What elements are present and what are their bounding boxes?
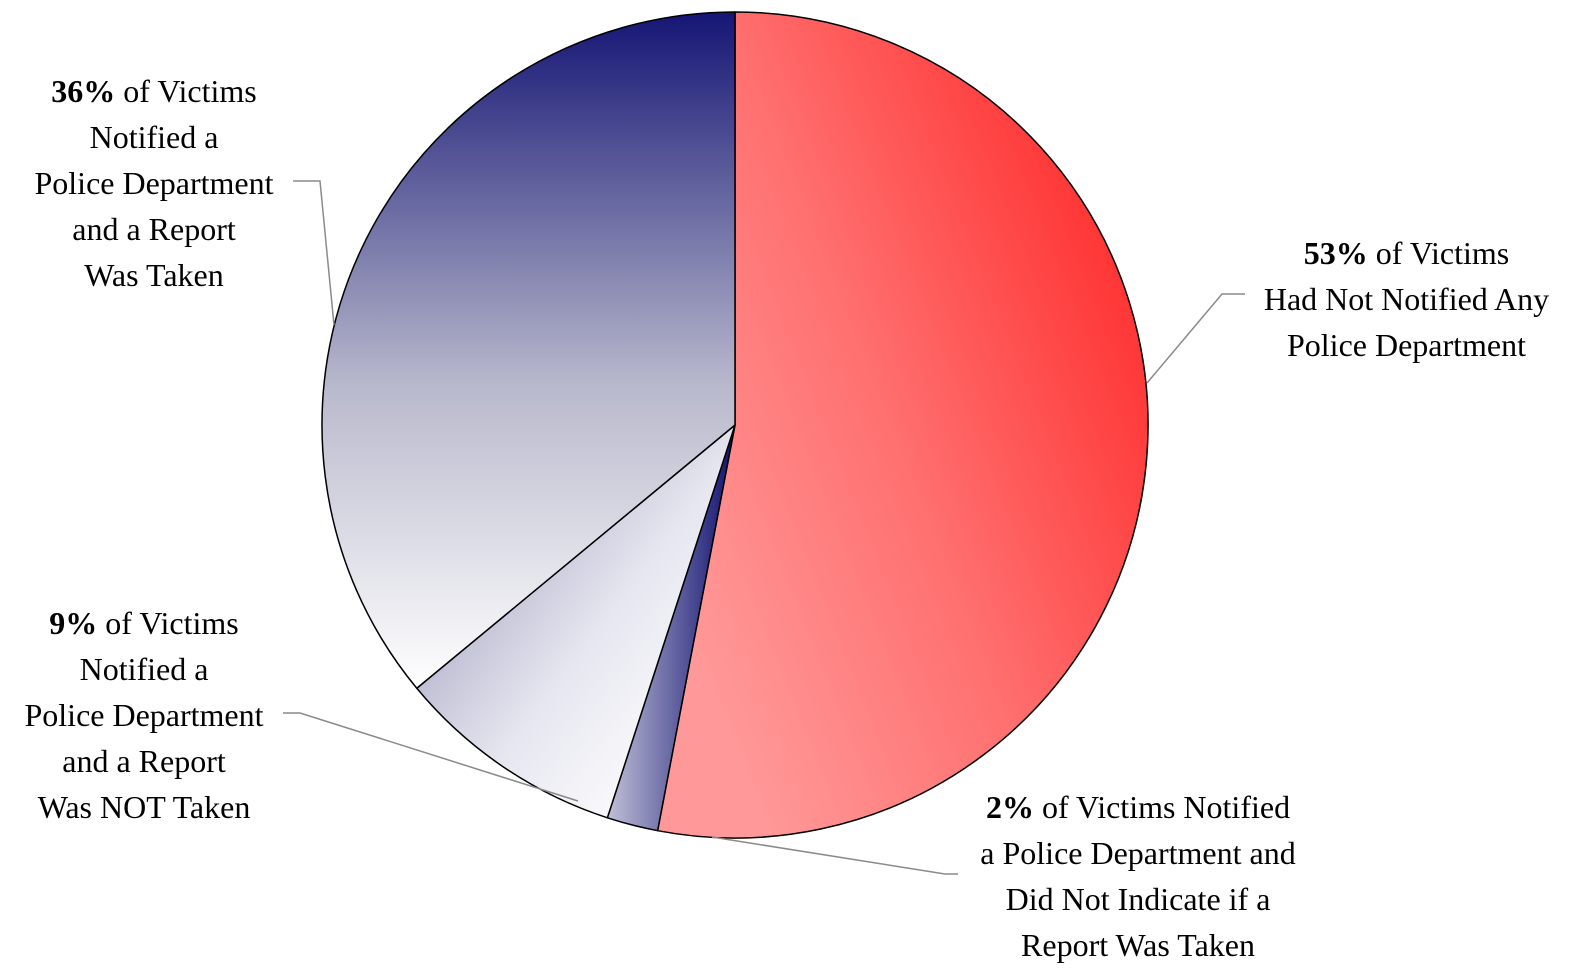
label-report-not-taken-line-5: Was NOT Taken	[37, 789, 251, 825]
leader-line-53	[1146, 293, 1245, 384]
label-report-not-taken-line-1: of Victims	[97, 605, 239, 641]
slice-report-not-taken	[416, 424, 736, 819]
leader-line-2	[711, 836, 958, 875]
label-report-not-taken-percent: 9%	[49, 605, 98, 641]
slice-report-taken	[321, 11, 736, 690]
label-no-indication-percent: 2%	[985, 789, 1034, 825]
leader-line-36	[293, 180, 335, 326]
leader-line-9	[283, 712, 579, 802]
label-report-taken-line-5: Was Taken	[84, 257, 224, 293]
label-report-not-taken-line-2: Notified a	[79, 651, 209, 687]
label-report-taken-line-4: and a Report	[72, 211, 236, 247]
label-no-indication: 2% of Victims Notified a Police Departme…	[958, 784, 1318, 968]
label-no-indication-line-3: Did Not Indicate if a	[1005, 881, 1271, 917]
label-report-taken-percent: 36%	[51, 73, 116, 109]
label-no-indication-line-1: of Victims Notified	[1033, 789, 1291, 825]
label-not-notified-line-3: Police Department	[1286, 327, 1527, 363]
label-report-taken-line-2: Notified a	[89, 119, 219, 155]
slice-not-notified	[656, 11, 1149, 839]
label-report-taken: 36% of Victims Notified a Police Departm…	[16, 68, 292, 298]
label-report-not-taken-line-4: and a Report	[62, 743, 226, 779]
label-not-notified: 53% of Victims Had Not Notified Any Poli…	[1244, 230, 1569, 368]
label-no-indication-line-4: Report Was Taken	[1021, 927, 1255, 963]
label-not-notified-line-2: Had Not Notified Any	[1263, 281, 1550, 317]
label-not-notified-line-1: of Victims	[1367, 235, 1510, 271]
label-report-not-taken-line-3: Police Department	[24, 697, 264, 733]
label-report-taken-line-3: Police Department	[34, 165, 274, 201]
label-no-indication-line-2: a Police Department and	[980, 835, 1296, 871]
label-not-notified-percent: 53%	[1303, 235, 1368, 271]
label-report-not-taken: 9% of Victims Notified a Police Departme…	[6, 600, 282, 830]
label-report-taken-line-1: of Victims	[115, 73, 257, 109]
